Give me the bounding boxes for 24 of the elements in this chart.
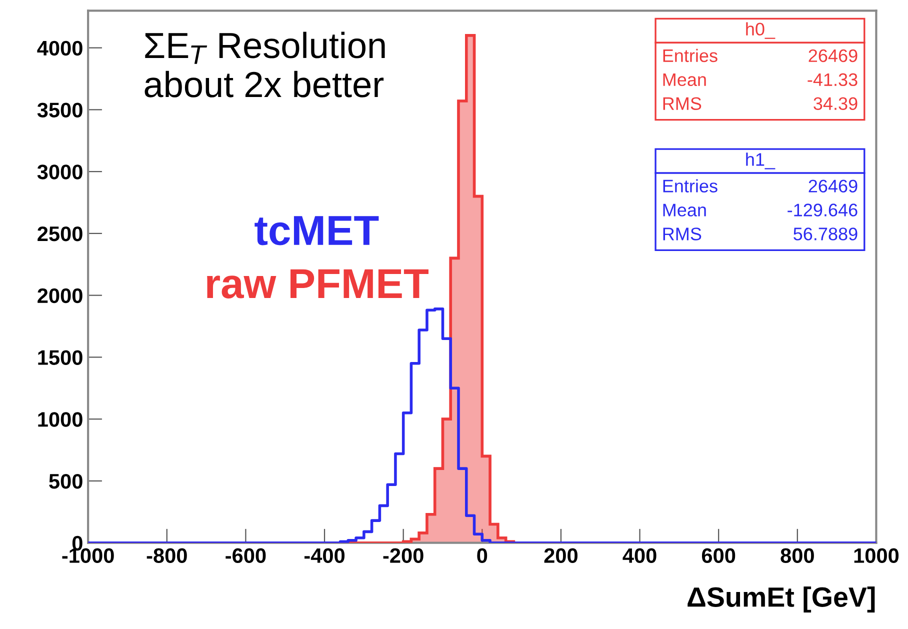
- y-tick-label: 1500: [38, 350, 82, 365]
- x-tick-label: 800: [780, 548, 814, 563]
- y-tick-label: 1000: [38, 412, 82, 427]
- x-tick-label: 0: [477, 548, 488, 563]
- text: h1_ Entries 26469 Mean -129.646 RMS 56.7889: [663, 152, 858, 240]
- y-tick-label: 2000: [38, 288, 82, 304]
- text: h0_ Entries 26469 Mean -41.33 RMS 34.39: [663, 22, 858, 110]
- x-tick-label: 600: [702, 548, 736, 563]
- x-tick-label: -200: [383, 548, 424, 563]
- x-tick-label: 1000: [854, 548, 899, 563]
- x-tick-label: -400: [304, 548, 345, 563]
- x-tick-label: 200: [544, 548, 578, 563]
- series-label: tcMET: [254, 216, 379, 246]
- x-tick-label: -600: [226, 548, 266, 563]
- y-tick-label: 3500: [37, 102, 82, 118]
- annotation: ΣE$_{T}$ Resolution about 2x better: [144, 32, 385, 98]
- y-tick-label: 500: [49, 474, 82, 489]
- y-tick-label: 4000: [37, 40, 82, 56]
- x-tick-label: 400: [622, 548, 656, 563]
- x-axis-title: ΔSumEt [GeV]: [688, 586, 875, 612]
- x-tick-label: -800: [146, 548, 187, 563]
- series-label: raw PFMET: [207, 269, 428, 298]
- y-tick-label: 2500: [38, 226, 82, 242]
- y-tick-label: 3000: [37, 164, 82, 180]
